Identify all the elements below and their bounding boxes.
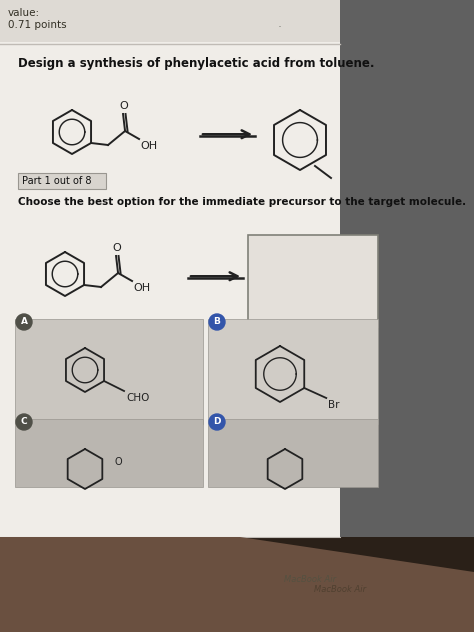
Text: CHO: CHO [126, 393, 149, 403]
Polygon shape [0, 537, 474, 632]
Bar [248, 235, 378, 327]
Text: B: B [214, 317, 220, 327]
Circle shape [209, 314, 225, 330]
Text: .: . [278, 17, 282, 30]
Bar [0, 0, 340, 42]
Text: OH: OH [133, 283, 150, 293]
Bar [15, 319, 203, 424]
Bar [0, 37, 340, 537]
Text: C: C [21, 418, 27, 427]
Bar [340, 0, 474, 632]
Bar [15, 419, 203, 487]
Circle shape [16, 314, 32, 330]
Text: Part 1 out of 8: Part 1 out of 8 [22, 176, 91, 186]
Text: A: A [20, 317, 27, 327]
Bar [208, 319, 378, 424]
Bar [0, 537, 474, 632]
Text: Br: Br [328, 400, 340, 410]
Text: MacBook Air: MacBook Air [314, 585, 366, 595]
Circle shape [16, 414, 32, 430]
Text: O: O [114, 457, 122, 467]
Text: Design a synthesis of phenylacetic acid from toluene.: Design a synthesis of phenylacetic acid … [18, 57, 374, 70]
Text: O: O [113, 243, 121, 253]
Text: value:
0.71 points: value: 0.71 points [8, 8, 67, 30]
Text: O: O [119, 101, 128, 111]
Bar [18, 173, 106, 189]
Text: OH: OH [140, 141, 157, 151]
Bar [208, 419, 378, 487]
Text: Choose the best option for the immediate precursor to the target molecule.: Choose the best option for the immediate… [18, 197, 466, 207]
Text: D: D [213, 418, 221, 427]
Circle shape [209, 414, 225, 430]
Text: MacBook Air: MacBook Air [284, 576, 336, 585]
